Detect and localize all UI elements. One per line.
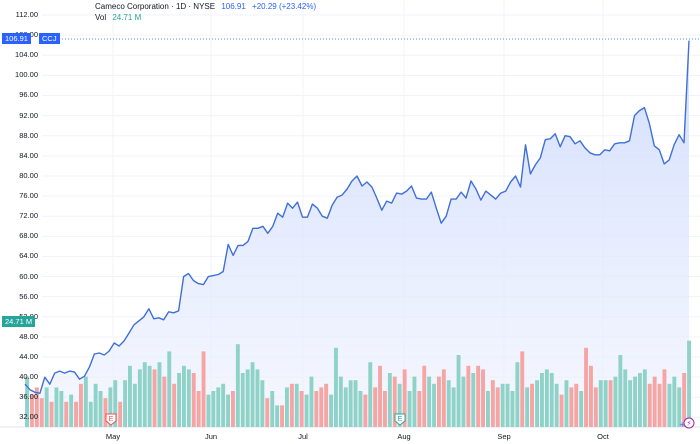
x-tick-label: Jun bbox=[204, 432, 218, 441]
ticker-badge: CCJ bbox=[38, 33, 60, 44]
earnings-glyph: E bbox=[109, 416, 114, 423]
volume-value: 24.71 M bbox=[112, 13, 142, 22]
lightning-icon: ⚡ bbox=[687, 420, 692, 428]
y-tick-label: 68.00 bbox=[19, 231, 38, 241]
plus-icon: + bbox=[679, 421, 685, 429]
y-tick-label: 76.00 bbox=[19, 191, 38, 201]
price-line[interactable] bbox=[24, 40, 690, 394]
y-tick-label: 104.00 bbox=[15, 50, 38, 60]
y-tick-label: 40.00 bbox=[19, 372, 38, 382]
y-tick-label: 36.00 bbox=[19, 392, 38, 402]
y-tick-label: 96.00 bbox=[19, 90, 38, 100]
earnings-glyph: E bbox=[398, 416, 403, 423]
y-tick-label: 100.00 bbox=[15, 70, 38, 80]
volume-badge: 24.71 M bbox=[2, 316, 36, 327]
y-tick-label: 88.00 bbox=[19, 130, 38, 140]
symbol-name[interactable]: Cameco Corporation bbox=[95, 2, 169, 11]
price-change-pct: (+23.42%) bbox=[278, 2, 317, 11]
earnings-marker-aug[interactable]: E bbox=[394, 413, 406, 426]
y-tick-label: 112.00 bbox=[15, 10, 38, 19]
last-price: 106.91 bbox=[221, 2, 246, 11]
y-tick-label: 44.00 bbox=[19, 352, 38, 362]
y-tick-label: 60.00 bbox=[19, 271, 38, 281]
chart-legend: Cameco Corporation · 1D · NYSE 106.91 +2… bbox=[95, 1, 316, 23]
y-tick-label: 32.00 bbox=[19, 412, 38, 422]
y-tick-label: 48.00 bbox=[19, 331, 38, 341]
y-tick-label: 56.00 bbox=[19, 291, 38, 301]
legend-volume-row: Vol 24.71 M bbox=[95, 12, 316, 23]
y-tick-label: 92.00 bbox=[19, 110, 38, 120]
y-tick-label: 72.00 bbox=[19, 211, 38, 221]
x-tick-label: Oct bbox=[597, 432, 609, 441]
last-price-badge: 106.91 bbox=[2, 33, 31, 44]
volume-label[interactable]: Vol bbox=[95, 13, 107, 22]
event-marker-oct[interactable]: ⚡ + bbox=[679, 417, 695, 429]
x-tick-label: Sep bbox=[497, 432, 511, 441]
interval[interactable]: 1D bbox=[175, 2, 187, 11]
y-tick-label: 80.00 bbox=[19, 170, 38, 180]
price-change: +20.29 bbox=[252, 2, 277, 11]
earnings-marker-may[interactable]: E bbox=[105, 413, 117, 426]
price-area bbox=[25, 40, 689, 427]
y-tick-label: 64.00 bbox=[19, 251, 38, 261]
exchange: NYSE bbox=[193, 2, 216, 11]
y-tick-label: 84.00 bbox=[19, 150, 38, 160]
x-tick-label: May bbox=[105, 432, 121, 441]
legend-title-row: Cameco Corporation · 1D · NYSE 106.91 +2… bbox=[95, 2, 317, 11]
volume-bars bbox=[25, 340, 691, 427]
x-tick-label: Jul bbox=[298, 432, 308, 441]
x-tick-label: Aug bbox=[397, 432, 411, 441]
